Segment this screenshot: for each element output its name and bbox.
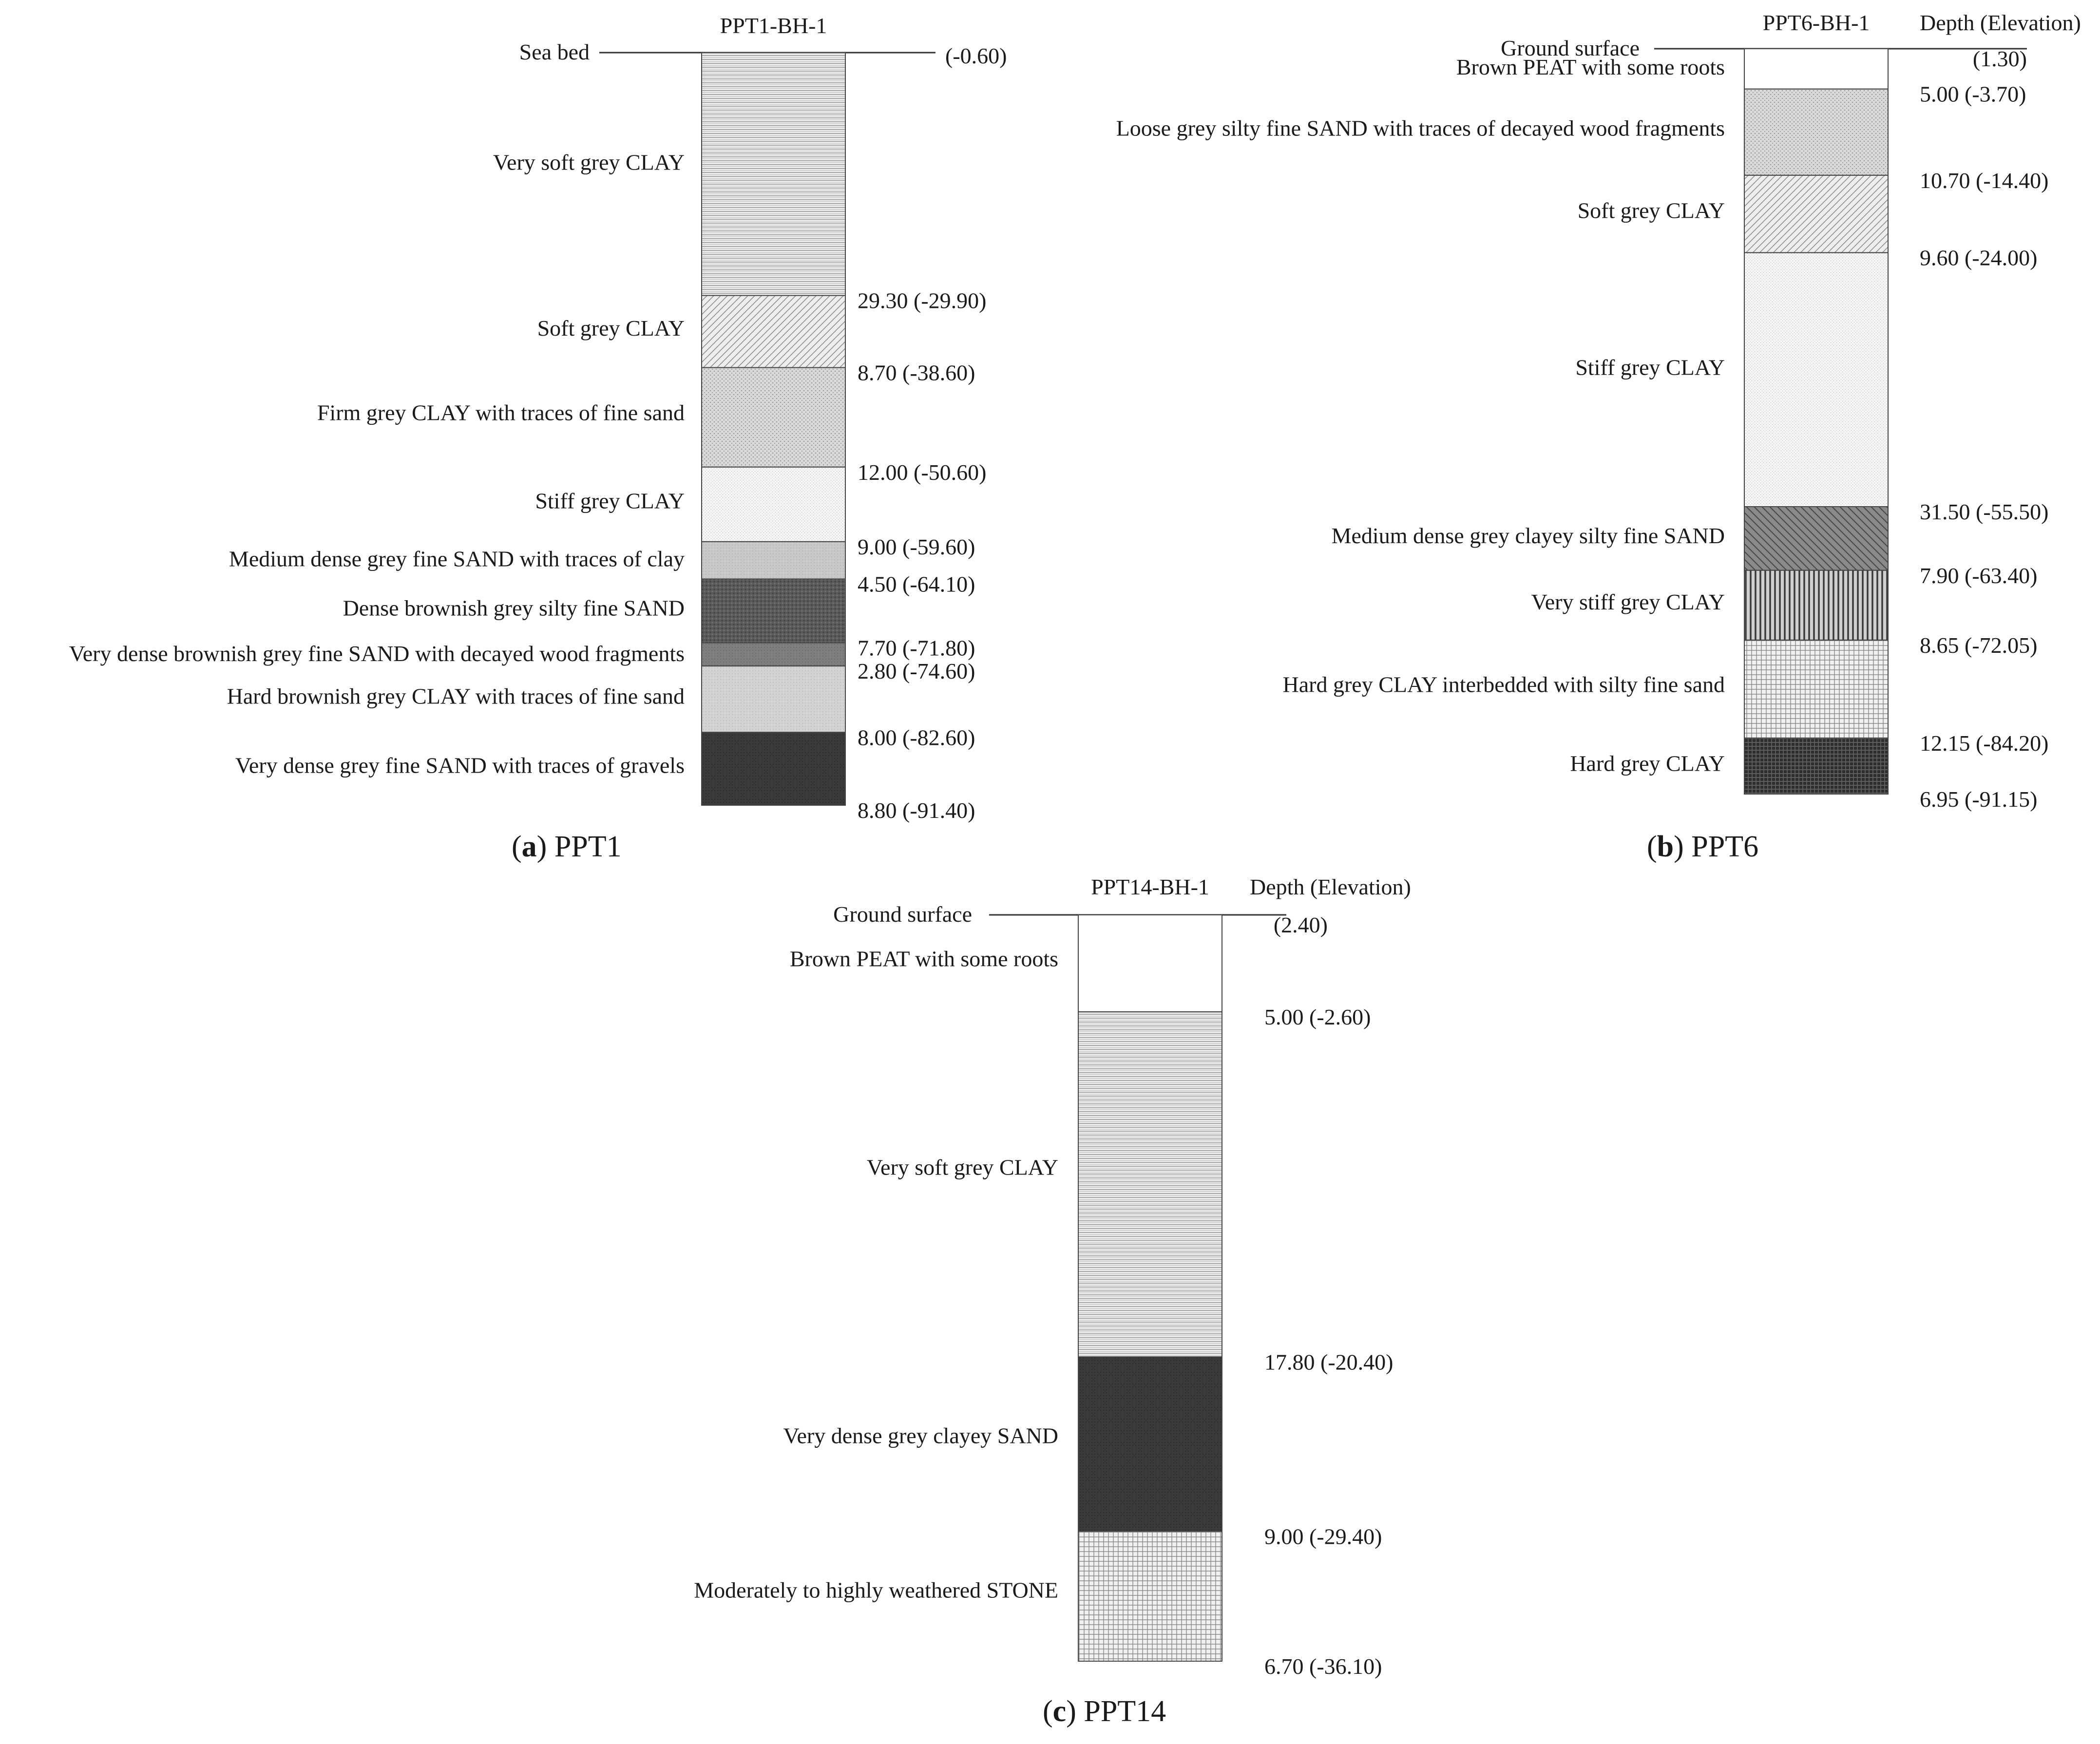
- depth-header: Depth (Elevation): [1250, 874, 1411, 899]
- soil-layer: [1744, 48, 1889, 90]
- layer-depth-value: 9.00 (-29.40): [1264, 1524, 1382, 1549]
- panel-caption: (b) PPT6: [1647, 830, 1758, 863]
- soil-layer: [1744, 569, 1889, 641]
- caption-letter: c: [1053, 1695, 1067, 1728]
- layer-depth-value: 12.00 (-50.60): [858, 460, 986, 485]
- layer-description: Hard brownish grey CLAY with traces of f…: [227, 683, 685, 708]
- layer-description: Very dense brownish grey fine SAND with …: [69, 641, 685, 666]
- layer-depth-value: 17.80 (-20.40): [1264, 1349, 1393, 1374]
- caption-letter: b: [1657, 830, 1674, 863]
- soil-layer: [701, 295, 846, 368]
- soil-layer: [701, 541, 846, 580]
- surface-label: Ground surface: [833, 902, 972, 927]
- surface-elevation: (-0.60): [945, 43, 1007, 68]
- layer-depth-value: 9.00 (-59.60): [858, 534, 975, 559]
- layer-description: Hard grey CLAY: [1570, 751, 1725, 776]
- caption-letter: a: [522, 830, 537, 863]
- surface-elevation: (1.30): [1973, 46, 2027, 71]
- layer-depth-value: 4.50 (-64.10): [858, 571, 975, 596]
- layer-description: Dense brownish grey silty fine SAND: [343, 595, 685, 620]
- caption-text: PPT1: [554, 830, 622, 863]
- layer-description: Very dense grey fine SAND with traces of…: [235, 753, 685, 778]
- soil-layer: [701, 52, 846, 296]
- layer-depth-value: 5.00 (-3.70): [1920, 82, 2026, 107]
- soil-layer: [1078, 1531, 1222, 1662]
- layer-depth-value: 7.90 (-63.40): [1920, 563, 2037, 588]
- soil-layer: [701, 732, 846, 806]
- borehole-panel-ppt1: PPT1-BH-1 Sea bed (-0.60) Very soft grey CL…: [69, 13, 1007, 863]
- layer-depth-value: 10.70 (-14.40): [1920, 168, 2048, 193]
- layer-depth-value: 29.30 (-29.90): [858, 288, 986, 313]
- borehole-label: PPT6-BH-1: [1763, 10, 1870, 35]
- borehole-label: PPT14-BH-1: [1091, 874, 1209, 899]
- layer-depth-value: 5.00 (-2.60): [1264, 1005, 1371, 1029]
- soil-layer: [1078, 1011, 1222, 1358]
- layer-depth-value: 9.60 (-24.00): [1920, 246, 2037, 270]
- soil-layer: [701, 578, 846, 644]
- layer-description: Moderately to highly weathered STONE: [694, 1577, 1058, 1602]
- layer-description: Soft grey CLAY: [1578, 198, 1725, 223]
- borehole-panel-ppt6: PPT6-BH-1 Depth (Elevation) Ground surface…: [1116, 10, 2081, 863]
- layer-description: Stiff grey CLAY: [1575, 355, 1725, 379]
- caption-text: PPT14: [1084, 1695, 1166, 1728]
- layer-description: Brown PEAT with some roots: [1456, 55, 1725, 79]
- soil-layer: [1744, 88, 1889, 176]
- soil-layer: [701, 665, 846, 733]
- soil-layer: [1078, 914, 1222, 1012]
- layer-depth-value: 6.95 (-91.15): [1920, 787, 2037, 812]
- layer-description: Firm grey CLAY with traces of fine sand: [317, 400, 685, 425]
- layer-depth-value: 7.70 (-71.80): [858, 635, 975, 660]
- soil-layer: [701, 642, 846, 667]
- layer-depth-value: 8.65 (-72.05): [1920, 633, 2037, 658]
- layer-description: Soft grey CLAY: [537, 316, 685, 341]
- layer-description: Medium dense grey clayey silty fine SAND: [1332, 523, 1725, 548]
- surface-label: Ground surface: [1501, 36, 1640, 60]
- soil-layer: [1744, 639, 1889, 739]
- caption-text: PPT6: [1691, 830, 1758, 863]
- layer-depth-value: 8.80 (-91.40): [858, 798, 975, 823]
- soil-layer: [1078, 1356, 1222, 1532]
- soil-layer: [701, 367, 846, 468]
- layer-description: Loose grey silty fine SAND with traces o…: [1116, 115, 1725, 140]
- layer-description: Very soft grey CLAY: [867, 1155, 1058, 1180]
- layer-depth-value: 6.70 (-36.10): [1264, 1654, 1382, 1679]
- layer-description: Very dense grey clayey SAND: [783, 1423, 1058, 1448]
- layer-description: Very soft grey CLAY: [493, 150, 685, 174]
- layer-description: Medium dense grey fine SAND with traces …: [229, 546, 685, 571]
- panel-caption: (c) PPT14: [1043, 1695, 1166, 1728]
- surface-label: Sea bed: [519, 39, 590, 64]
- soil-layer: [1744, 737, 1889, 795]
- layer-description: Stiff grey CLAY: [535, 489, 685, 513]
- layer-description: Brown PEAT with some roots: [790, 947, 1058, 971]
- layer-description: Hard grey CLAY interbedded with silty fi…: [1283, 672, 1725, 697]
- borehole-panel-ppt14: PPT14-BH-1 Depth (Elevation) Ground surfac…: [694, 874, 1411, 1728]
- soil-layer: [1744, 252, 1889, 508]
- layer-description: Very stiff grey CLAY: [1531, 589, 1725, 614]
- soil-layer: [1744, 174, 1889, 253]
- layer-depth-value: 8.00 (-82.60): [858, 725, 975, 750]
- layer-depth-value: 31.50 (-55.50): [1920, 499, 2048, 524]
- surface-elevation: (2.40): [1274, 912, 1328, 937]
- soil-layer: [1744, 506, 1889, 571]
- layer-depth-value: 8.70 (-38.60): [858, 360, 975, 385]
- borehole-label: PPT1-BH-1: [720, 13, 827, 38]
- depth-header: Depth (Elevation): [1920, 10, 2081, 35]
- soil-layer: [701, 466, 846, 542]
- layer-depth-value: 2.80 (-74.60): [858, 659, 975, 683]
- layer-depth-value: 12.15 (-84.20): [1920, 731, 2048, 756]
- panel-caption: (a) PPT1: [512, 830, 622, 863]
